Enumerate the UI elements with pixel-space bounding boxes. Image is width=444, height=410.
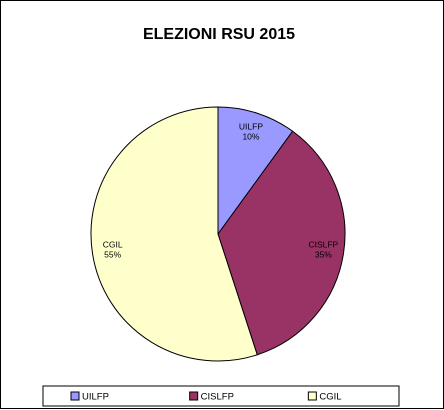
slice-label-name-uilfp: UILFP <box>239 122 263 132</box>
legend-swatch-uilfp <box>70 391 80 401</box>
legend-label-uilfp: UILFP <box>82 392 109 403</box>
legend-label-cislfp: CISLFP <box>201 392 234 403</box>
legend-box <box>42 385 400 407</box>
pie-slice-uilfp <box>217 106 294 236</box>
slice-label-name-cgil: CGIL <box>103 240 123 250</box>
legend-swatch-cgil <box>307 391 317 401</box>
legend-label-cgil: CGIL <box>319 392 341 403</box>
pie-slice-cislfp <box>217 130 346 356</box>
legend: UILFP CISLFP CGIL <box>42 385 400 407</box>
chart-title: ELEZIONI RSU 2015 <box>143 26 295 43</box>
slice-label-value-cislfp: 35% <box>315 250 332 260</box>
slice-label-name-cislfp: CISLFP <box>308 240 338 250</box>
pie-slices <box>90 106 346 362</box>
pie-slice-cgil <box>90 106 258 362</box>
slice-label-value-uilfp: 10% <box>242 132 259 142</box>
legend-swatch-cislfp <box>189 391 199 401</box>
slice-label-value-cgil: 55% <box>104 250 121 260</box>
